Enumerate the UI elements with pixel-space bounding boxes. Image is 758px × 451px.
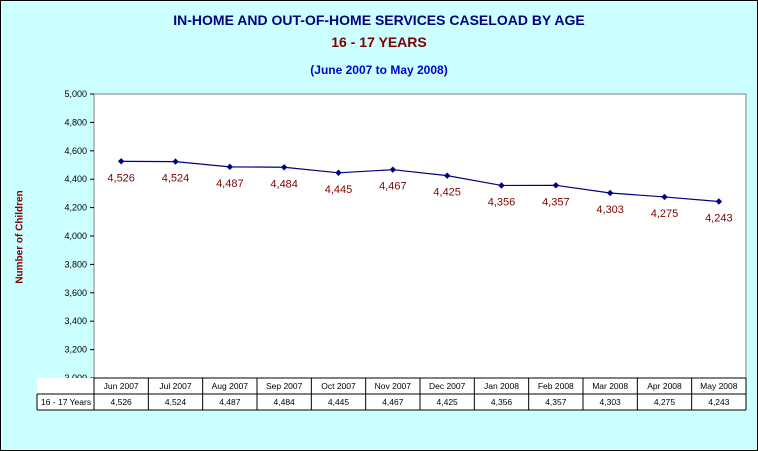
y-tick-label: 3,800 — [64, 259, 87, 269]
data-label: 4,526 — [107, 172, 135, 184]
table-cell: 4,425 — [437, 397, 459, 407]
x-tick-label: May 2008 — [700, 381, 738, 391]
data-point — [498, 182, 505, 189]
y-tick-label: 4,800 — [64, 117, 87, 127]
y-tick-label: 3,600 — [64, 288, 87, 298]
chart-title: IN-HOME AND OUT-OF-HOME SERVICES CASELOA… — [173, 12, 585, 28]
data-label: 4,243 — [705, 212, 733, 224]
table-cell: 4,487 — [219, 397, 241, 407]
table-cell: 4,275 — [654, 397, 676, 407]
x-tick-label: Dec 2007 — [429, 381, 466, 391]
table-cell: 4,526 — [111, 397, 133, 407]
table-cell: 4,356 — [491, 397, 513, 407]
data-label: 4,467 — [379, 181, 407, 193]
x-tick-label: Apr 2008 — [647, 381, 682, 391]
y-tick-label: 4,000 — [64, 231, 87, 241]
x-tick-label: Jan 2008 — [484, 381, 519, 391]
chart-subtitle: 16 - 17 YEARS — [331, 34, 427, 50]
data-label: 4,484 — [270, 178, 298, 190]
data-label: 4,303 — [596, 204, 624, 216]
y-tick-label: 3,200 — [64, 345, 87, 355]
data-label: 4,357 — [542, 196, 570, 208]
data-point — [117, 158, 125, 165]
table-cell: 4,484 — [274, 397, 296, 407]
y-tick-label: 3,400 — [64, 316, 87, 326]
data-point — [226, 163, 234, 171]
y-tick-label: 4,200 — [64, 203, 87, 213]
x-tick-label: Aug 2007 — [212, 381, 249, 391]
data-point — [335, 169, 342, 177]
y-tick-label: 5,000 — [64, 89, 87, 99]
data-label: 4,275 — [651, 208, 679, 220]
data-label: 4,524 — [162, 173, 190, 185]
x-tick-label: Jul 2007 — [159, 381, 191, 391]
data-label: 4,356 — [488, 196, 516, 208]
data-point — [172, 158, 179, 165]
table-cell: 4,357 — [545, 397, 567, 407]
data-point — [552, 182, 560, 189]
x-tick-label: Mar 2008 — [592, 381, 628, 391]
table-series-name: 16 - 17 Years — [41, 397, 91, 407]
table-cell: 4,524 — [165, 397, 187, 407]
data-point — [443, 172, 451, 179]
x-tick-label: Sep 2007 — [266, 381, 303, 391]
y-tick-label: 4,400 — [64, 174, 87, 184]
x-tick-label: Feb 2008 — [538, 381, 574, 391]
data-point — [661, 193, 668, 201]
x-tick-label: Oct 2007 — [321, 381, 356, 391]
y-tick-label: 4,600 — [64, 146, 87, 156]
table-cell: 4,303 — [600, 397, 622, 407]
table-cell: 4,243 — [708, 397, 730, 407]
data-point — [389, 166, 397, 173]
data-point — [606, 189, 614, 197]
x-tick-label: Nov 2007 — [375, 381, 412, 391]
chart-period: (June 2007 to May 2008) — [310, 63, 448, 77]
table-cell: 4,445 — [328, 397, 350, 407]
data-point — [715, 198, 723, 205]
data-label: 4,487 — [216, 178, 244, 190]
series-line — [121, 160, 719, 203]
plot-area — [93, 93, 747, 379]
data-point — [280, 164, 288, 171]
x-tick-label: Jun 2007 — [104, 381, 139, 391]
table-cell: 4,467 — [382, 397, 404, 407]
data-label: 4,445 — [325, 184, 353, 196]
data-label: 4,425 — [433, 187, 461, 199]
